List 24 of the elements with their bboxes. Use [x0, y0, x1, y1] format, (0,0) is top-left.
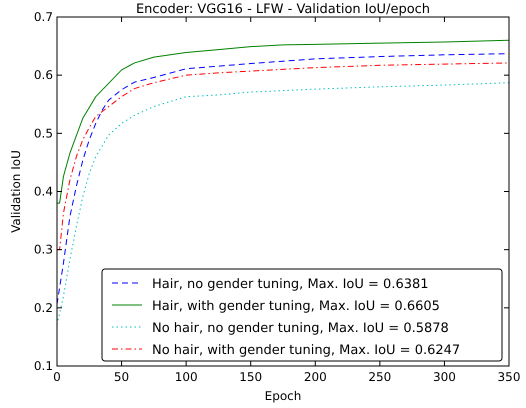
y-axis-title: Validation IoU	[9, 150, 23, 233]
x-axis-title: Epoch	[264, 389, 302, 403]
line-series	[56, 62, 510, 250]
y-tick-label: 0.1	[34, 359, 53, 373]
line-series	[56, 40, 510, 204]
y-tick-label: 0.4	[34, 184, 53, 198]
y-tick-label: 0.3	[34, 242, 53, 257]
x-tick-label: 350	[498, 370, 520, 384]
legend-label: Hair, no gender tuning, Max. IoU = 0.6381	[152, 277, 429, 292]
y-tick-label: 0.6	[34, 68, 53, 82]
x-tick-label: 0	[53, 370, 61, 384]
legend-label: No hair, with gender tuning, Max. IoU = 0.6247	[152, 343, 460, 358]
y-tick-label: 0.5	[34, 126, 53, 140]
x-tick-label: 100	[174, 370, 198, 384]
x-tick-label: 250	[368, 370, 392, 384]
x-tick-label: 300	[432, 370, 456, 384]
y-tick-label: 0.7	[34, 10, 53, 24]
x-tick-label: 50	[114, 370, 130, 384]
legend-label: No hair, no gender tuning, Max. IoU = 0.5878	[152, 321, 449, 336]
legend-label: Hair, with gender tuning, Max. IoU = 0.6605	[152, 299, 440, 314]
y-tick-label: 0.2	[34, 300, 53, 315]
chart-title: Encoder: VGG16 - LFW - Validation IoU/epoch	[136, 2, 430, 17]
x-tick-label: 150	[239, 370, 262, 384]
x-tick-label: 200	[304, 370, 327, 384]
